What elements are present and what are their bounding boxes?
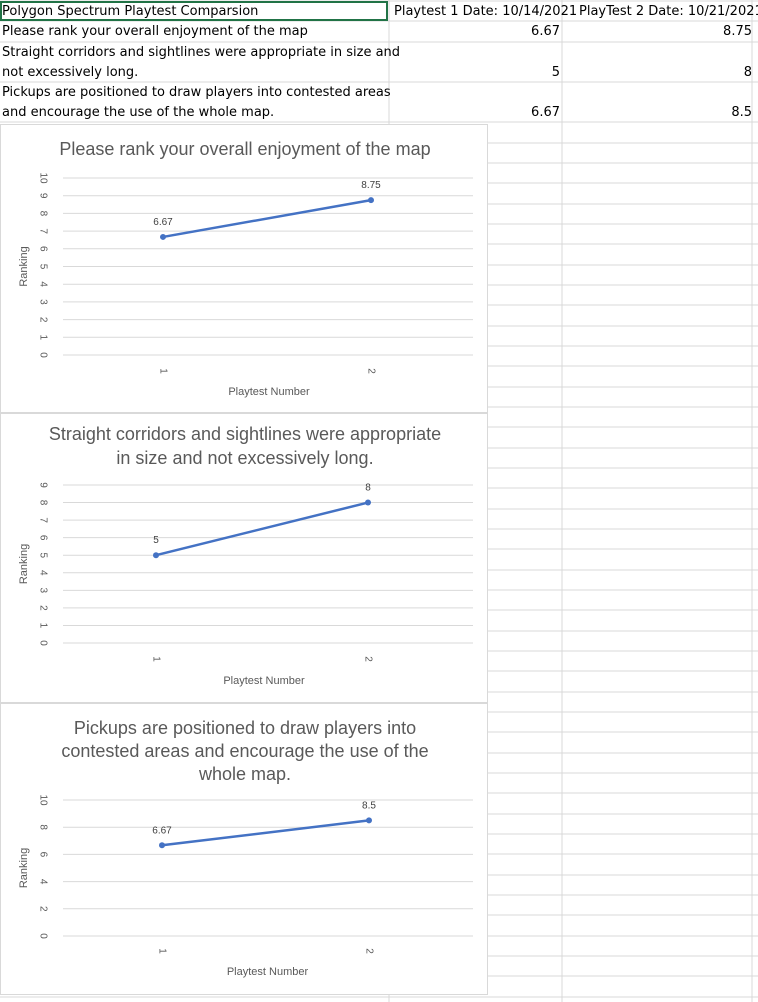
y-tick-label: 4	[37, 281, 48, 287]
x-axis-label: Playtest Number	[223, 675, 305, 687]
x-tick-label: 1	[150, 656, 161, 662]
cell-a4-question-line2[interactable]: and encourage the use of the whole map.	[2, 105, 275, 120]
series-line	[161, 819, 370, 847]
data-point	[365, 499, 371, 506]
chart-title-line: whole map.	[198, 764, 291, 784]
x-tick-label: 1	[156, 948, 167, 954]
chart-title-line: in size and not excessively long.	[116, 448, 373, 468]
cell-c4-value[interactable]: 8.5	[731, 105, 752, 120]
y-tick-label: 10	[37, 172, 48, 184]
y-tick-label: 4	[37, 879, 48, 885]
data-label: 5	[153, 535, 159, 546]
series-line	[155, 501, 369, 557]
x-tick-label: 2	[365, 368, 376, 374]
y-tick-label: 7	[37, 517, 48, 523]
data-label: 8	[365, 483, 371, 494]
cell-b1-playtest1-header[interactable]: Playtest 1 Date: 10/14/2021	[394, 4, 578, 19]
chart-svg: Straight corridors and sightlines were a…	[18, 424, 473, 687]
cell-a2-question[interactable]: Please rank your overall enjoyment of th…	[2, 24, 308, 39]
data-label: 6.67	[153, 217, 173, 228]
cell-a3-question-line1[interactable]: Straight corridors and sightlines were a…	[2, 45, 401, 60]
y-tick-label: 10	[37, 794, 48, 806]
cell-c1-playtest2-header[interactable]: PlayTest 2 Date: 10/21/2021	[579, 4, 758, 19]
x-tick-label: 1	[157, 368, 168, 374]
y-tick-label: 3	[37, 299, 48, 305]
cell-c3-value[interactable]: 8	[743, 65, 752, 80]
y-tick-label: 2	[37, 317, 48, 323]
y-tick-label: 8	[37, 211, 48, 217]
chart-pickups-positioning[interactable]: Pickups are positioned to draw players i…	[0, 703, 488, 995]
y-tick-label: 5	[37, 264, 48, 270]
cell-c2-value[interactable]: 8.75	[723, 24, 752, 39]
cell-a3-question-line2[interactable]: not excessively long.	[2, 65, 139, 80]
y-tick-label: 6	[37, 852, 48, 858]
chart-overall-enjoyment[interactable]: Please rank your overall enjoyment of th…	[0, 124, 488, 413]
data-label: 8.5	[362, 800, 376, 811]
cell-a1-title[interactable]: Polygon Spectrum Playtest Comparsion	[2, 4, 259, 19]
y-axis-label: Ranking	[18, 848, 30, 888]
y-tick-label: 9	[37, 193, 48, 199]
data-point	[160, 233, 166, 240]
series-line	[162, 198, 372, 239]
y-tick-label: 8	[37, 824, 48, 830]
y-tick-label: 7	[37, 228, 48, 234]
data-label: 6.67	[152, 825, 172, 836]
x-axis-label: Playtest Number	[228, 386, 310, 398]
chart-corridors-sightlines[interactable]: Straight corridors and sightlines were a…	[0, 413, 488, 703]
chart-svg: Please rank your overall enjoyment of th…	[18, 139, 473, 398]
y-axis-label: Ranking	[18, 544, 30, 584]
cell-b2-value[interactable]: 6.67	[531, 24, 560, 39]
y-tick-label: 8	[37, 500, 48, 506]
chart-svg: Pickups are positioned to draw players i…	[18, 718, 473, 978]
data-point	[153, 552, 159, 559]
y-tick-label: 0	[37, 640, 48, 646]
cell-b3-value[interactable]: 5	[551, 65, 560, 80]
y-tick-label: 6	[37, 246, 48, 252]
y-tick-label: 0	[37, 933, 48, 939]
y-tick-label: 0	[37, 352, 48, 358]
y-tick-label: 4	[37, 570, 48, 576]
data-point	[366, 817, 372, 824]
y-tick-label: 9	[37, 482, 48, 488]
selected-cell-outline	[0, 1, 388, 21]
y-axis-label: Ranking	[18, 246, 30, 286]
chart-title-line: contested areas and encourage the use of…	[61, 741, 428, 761]
chart-title-line: Straight corridors and sightlines were a…	[49, 424, 441, 444]
cell-b4-value[interactable]: 6.67	[531, 105, 560, 120]
y-tick-label: 3	[37, 588, 48, 594]
y-tick-label: 1	[37, 623, 48, 629]
x-tick-label: 2	[362, 656, 373, 662]
data-label: 8.75	[361, 180, 381, 191]
data-point	[159, 842, 165, 849]
y-tick-label: 2	[37, 605, 48, 611]
y-tick-label: 1	[37, 335, 48, 341]
x-tick-label: 2	[363, 948, 374, 954]
data-point	[368, 197, 374, 204]
y-tick-label: 5	[37, 552, 48, 558]
cell-a4-question-line1[interactable]: Pickups are positioned to draw players i…	[2, 85, 391, 100]
chart-title-line: Pickups are positioned to draw players i…	[74, 718, 416, 738]
chart-title-line: Please rank your overall enjoyment of th…	[59, 139, 430, 159]
y-tick-label: 6	[37, 535, 48, 541]
x-axis-label: Playtest Number	[227, 966, 309, 978]
y-tick-label: 2	[37, 906, 48, 912]
